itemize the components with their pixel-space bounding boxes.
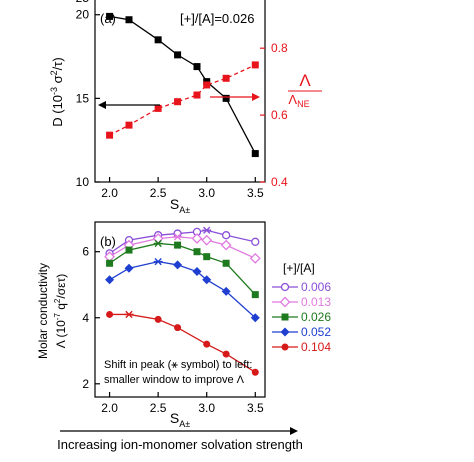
panel-b-series-point-0.026: [203, 253, 211, 261]
panel-b-peak-point-0.013: [173, 233, 183, 241]
panel-a-series-conductivity-ratio-point: [125, 121, 133, 129]
legend-marker-0.104: [281, 343, 289, 351]
panel-b-ylabel-line2: Λ (10-7 q2/σετ): [53, 274, 68, 348]
panel-b-series-point-0.052: [124, 263, 134, 273]
panel-b-series-point-0.026: [251, 291, 259, 299]
panel-a-frame: [94, 0, 266, 183]
panel-a-y2tick-label: 0.8: [271, 41, 288, 55]
arrow-right-red: [210, 93, 260, 101]
panel-b-note-line2: smaller window to improve Λ: [104, 374, 245, 386]
panel-a-ytick-label: 20: [76, 8, 90, 22]
panel-b-series-point-0.104: [203, 340, 211, 348]
panel-b-xtick-label: 2.0: [101, 401, 118, 415]
panel-a-series-diffusion-point: [174, 51, 182, 59]
panel-a-ytick-label: 15: [76, 91, 90, 105]
panel-a-series-conductivity-ratio-point: [193, 91, 201, 99]
panel-b-ytick-label: 6: [82, 245, 89, 259]
panel-a-series-conductivity-ratio-point: [154, 104, 162, 112]
panel-b-series-point-0.104: [106, 310, 114, 318]
panel-b-ytick-label: 2: [82, 377, 89, 391]
legend-title: [+]/[A]: [283, 261, 315, 275]
panel-a-annotation: [+]/[A]=0.026: [180, 11, 254, 26]
panel-a-ylabel: D (10-3 σ2/τ): [49, 57, 65, 127]
legend-label-0.104: 0.104: [301, 340, 331, 354]
panel-b-xtick-label: 3.5: [247, 401, 264, 415]
panel-b-series-point-0.104: [222, 350, 230, 358]
svg-text:Λ: Λ: [299, 71, 311, 90]
panel-a-series-diffusion-line: [109, 15, 256, 154]
panel-b-series-point-0.026: [193, 248, 201, 256]
panel-b-peak-point-0.006: [202, 226, 212, 234]
panel-b-series-point-0.104: [174, 324, 182, 332]
legend-marker-0.052: [280, 327, 290, 337]
panel-a-series-conductivity-ratio-point: [203, 81, 211, 89]
legend-label-0.026: 0.026: [301, 310, 331, 324]
panel-b-series-line-0.052: [109, 260, 256, 319]
panel-a-ytick-label: 10: [76, 175, 90, 189]
panel-b-xtick-label: 3.0: [198, 401, 215, 415]
panel-a-xtick-label: 3.0: [198, 186, 215, 200]
panel-b-series-point-0.013: [201, 234, 213, 246]
panel-b-series-point-0.006: [221, 231, 231, 240]
panel-a-ytick-label: 25: [76, 0, 90, 5]
panel-b-series-point-0.052: [221, 286, 231, 296]
panel-a-series-conductivity-ratio-point: [251, 61, 259, 69]
panel-a-series-diffusion-point: [251, 150, 259, 158]
panel-a-series-diffusion-point: [154, 36, 162, 44]
panel-b-series-point-0.052: [192, 267, 202, 277]
panel-b-peak-point-0.026: [153, 239, 163, 248]
panel-a-series-diffusion-point: [125, 16, 133, 24]
panel-b-note-line1: Shift in peak (⚹ symbol) to left:: [104, 359, 252, 371]
panel-a-xtick-label: 2.5: [150, 186, 167, 200]
panel-a-series-conductivity-ratio-point: [174, 98, 182, 106]
legend-label-0.013: 0.013: [301, 295, 331, 309]
panel-b: (b) 2.0 2.5 3.0 3.5 2 4 6 Molar conductivity Λ…: [36, 221, 331, 429]
footer-arrow: [60, 427, 298, 435]
panel-a-xtick-label: 2.0: [101, 186, 118, 200]
legend-marker-0.013: [279, 296, 291, 308]
panel-b-series-point-0.052: [250, 313, 260, 323]
panel-a-series-diffusion-point: [106, 12, 114, 20]
panel-a-series-conductivity-ratio-point: [106, 131, 114, 139]
panel-b-label: (b): [100, 234, 116, 249]
panel-a-series-diffusion-point: [222, 94, 230, 102]
panel-b-series-point-0.026: [174, 241, 182, 249]
panel-b-series-point-0.013: [249, 252, 261, 264]
panel-b-xtick-label: 2.5: [150, 401, 167, 415]
panel-a-y2tick-label: 0.6: [271, 108, 288, 122]
panel-a-series-conductivity-ratio-point: [222, 74, 230, 82]
panel-b-peak-point-0.052: [153, 257, 163, 266]
svg-text:ΛNE: ΛNE: [288, 92, 309, 109]
panel-b-frame: [94, 221, 266, 398]
panel-b-series-point-0.052: [105, 275, 115, 285]
legend-marker-0.006: [280, 282, 290, 292]
panel-b-series-point-0.006: [251, 237, 260, 246]
panel-b-xlabel: SA±: [170, 410, 190, 429]
legend-marker-0.026: [281, 313, 289, 321]
arrow-left-black: [98, 101, 160, 109]
panel-b-series-point-0.026: [222, 259, 230, 267]
panel-b-series-point-0.104: [251, 368, 259, 376]
legend-label-0.052: 0.052: [301, 325, 331, 339]
panel-b-series-point-0.013: [220, 239, 232, 251]
footer-text: Increasing ion-monomer solvation strengt…: [57, 437, 303, 452]
panel-b-series-point-0.104: [154, 315, 162, 323]
panel-b-series-point-0.026: [106, 259, 114, 267]
panel-a: (a) [+]/[A]=0.026 2.02.53.03.51015200.40…: [49, 0, 322, 215]
panel-b-series-point-0.013: [191, 233, 203, 244]
panel-b-ytick-label: 4: [82, 311, 89, 325]
panel-a-y2tick-label: 0.4: [271, 175, 288, 189]
panel-b-series-point-0.052: [202, 275, 212, 285]
panel-a-xtick-label: 3.5: [247, 186, 264, 200]
panel-a-xlabel: SA±: [170, 196, 190, 215]
panel-b-series-point-0.026: [125, 246, 133, 254]
panel-b-peak-point-0.104: [124, 310, 134, 319]
panel-a-y2label: Λ ΛNE: [288, 71, 322, 109]
legend-label-0.006: 0.006: [301, 280, 331, 294]
panel-b-series-point-0.052: [173, 260, 183, 270]
panel-a-series-diffusion-point: [193, 63, 201, 71]
panel-b-ylabel-line1: Molar conductivity: [36, 263, 50, 359]
